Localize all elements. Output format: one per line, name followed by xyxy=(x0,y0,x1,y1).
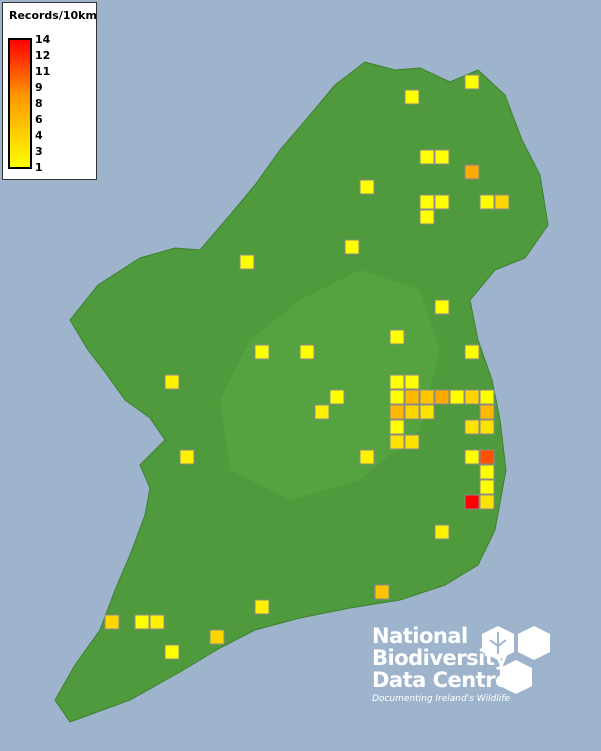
record-square[interactable] xyxy=(419,389,435,405)
legend-tick: 9 xyxy=(35,81,43,94)
record-square[interactable] xyxy=(389,329,405,345)
nbdc-logo: National Biodiversity Data Centre Docume… xyxy=(372,625,510,704)
record-square[interactable] xyxy=(404,89,420,105)
record-square[interactable] xyxy=(404,434,420,450)
record-square[interactable] xyxy=(134,614,150,630)
record-square[interactable] xyxy=(419,404,435,420)
record-square[interactable] xyxy=(209,629,225,645)
record-square[interactable] xyxy=(419,149,435,165)
record-square[interactable] xyxy=(464,419,480,435)
record-square[interactable] xyxy=(104,614,120,630)
record-square[interactable] xyxy=(479,479,495,495)
ireland-land-highlight xyxy=(220,270,440,500)
record-square[interactable] xyxy=(149,614,165,630)
logo-line-3: Data Centre xyxy=(372,668,509,692)
record-square[interactable] xyxy=(389,434,405,450)
record-square[interactable] xyxy=(479,494,495,510)
record-square[interactable] xyxy=(389,419,405,435)
record-square[interactable] xyxy=(449,389,465,405)
record-square[interactable] xyxy=(239,254,255,270)
logo-tagline: Documenting Ireland's Wildlife xyxy=(372,694,511,704)
record-square[interactable] xyxy=(479,404,495,420)
record-square[interactable] xyxy=(359,449,375,465)
record-square[interactable] xyxy=(404,389,420,405)
record-square[interactable] xyxy=(329,389,345,405)
record-square[interactable] xyxy=(389,374,405,390)
record-square[interactable] xyxy=(404,374,420,390)
record-square[interactable] xyxy=(389,404,405,420)
record-square[interactable] xyxy=(434,149,450,165)
record-square[interactable] xyxy=(254,599,270,615)
legend-tick: 1 xyxy=(35,161,43,174)
record-square[interactable] xyxy=(179,449,195,465)
legend-tick: 11 xyxy=(35,65,51,78)
legend-tick: 6 xyxy=(35,113,43,126)
legend-tick: 8 xyxy=(35,97,43,110)
legend-title: Records/10km xyxy=(9,9,97,22)
record-square[interactable] xyxy=(464,389,480,405)
record-square[interactable] xyxy=(464,74,480,90)
legend-color-ramp xyxy=(8,38,32,169)
record-square[interactable] xyxy=(434,194,450,210)
legend-tick: 3 xyxy=(35,145,43,158)
record-square[interactable] xyxy=(479,194,495,210)
record-square[interactable] xyxy=(164,644,180,660)
record-square[interactable] xyxy=(464,344,480,360)
logo-hexagon-icons xyxy=(482,626,550,694)
record-square[interactable] xyxy=(464,164,480,180)
record-square[interactable] xyxy=(374,584,390,600)
record-squares xyxy=(104,74,510,660)
legend-tick: 12 xyxy=(35,49,51,62)
record-square[interactable] xyxy=(389,389,405,405)
legend-tick: 14 xyxy=(35,33,51,46)
record-square[interactable] xyxy=(464,494,480,510)
record-square[interactable] xyxy=(254,344,270,360)
legend-tick: 4 xyxy=(35,129,43,142)
record-square[interactable] xyxy=(434,389,450,405)
record-square[interactable] xyxy=(359,179,375,195)
record-square[interactable] xyxy=(479,449,495,465)
record-square[interactable] xyxy=(344,239,360,255)
logo-line-1: National xyxy=(372,624,468,648)
legend: Records/10km 14 12 11 9 8 6 4 3 1 xyxy=(2,2,97,180)
record-square[interactable] xyxy=(419,209,435,225)
record-square[interactable] xyxy=(464,449,480,465)
record-square[interactable] xyxy=(434,299,450,315)
record-square[interactable] xyxy=(404,404,420,420)
logo-line-2: Biodiversity xyxy=(372,646,508,670)
record-square[interactable] xyxy=(299,344,315,360)
record-square[interactable] xyxy=(479,419,495,435)
record-square[interactable] xyxy=(479,389,495,405)
record-square[interactable] xyxy=(314,404,330,420)
record-square[interactable] xyxy=(164,374,180,390)
record-square[interactable] xyxy=(479,464,495,480)
record-square[interactable] xyxy=(434,524,450,540)
record-square[interactable] xyxy=(494,194,510,210)
record-square[interactable] xyxy=(419,194,435,210)
